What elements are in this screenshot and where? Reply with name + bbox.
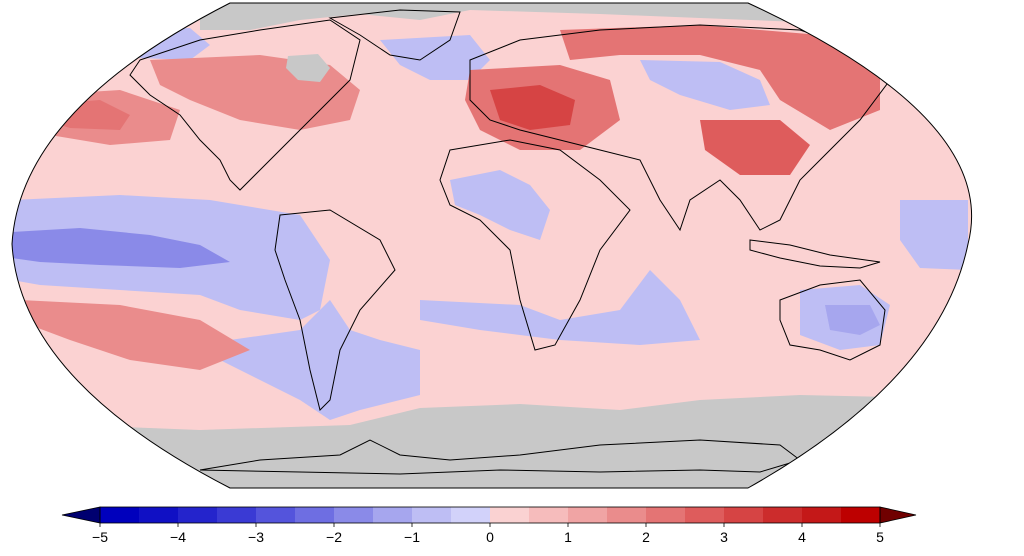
legend-tick-label: 5 bbox=[876, 529, 884, 545]
anomaly-map bbox=[11, 2, 973, 489]
anomaly-region bbox=[380, 35, 490, 80]
legend-bin bbox=[490, 507, 530, 523]
legend-bin bbox=[178, 507, 218, 523]
legend-tick-label: −4 bbox=[170, 529, 186, 545]
anomaly-region bbox=[640, 60, 770, 110]
legend-low-extension bbox=[61, 506, 101, 524]
legend-bin bbox=[529, 507, 569, 523]
anomaly-region bbox=[490, 85, 575, 130]
coastline-australia bbox=[779, 279, 886, 361]
legend-tick-label: −3 bbox=[248, 529, 264, 545]
legend-tick-label: 1 bbox=[564, 529, 572, 545]
legend-tick-label: 2 bbox=[642, 529, 650, 545]
legend-bin bbox=[256, 507, 296, 523]
legend-bin bbox=[763, 507, 803, 523]
color-legend: −5 −4 −3 −2 −1 0 1 2 3 4 5 bbox=[0, 500, 1024, 551]
coastline-north-america bbox=[129, 19, 361, 191]
legend-bin bbox=[100, 507, 140, 523]
legend-bin bbox=[568, 507, 608, 523]
anomaly-region bbox=[286, 54, 330, 82]
legend-bin bbox=[217, 507, 257, 523]
anomaly-region bbox=[560, 25, 880, 130]
legend-bin bbox=[841, 507, 881, 523]
legend-bin bbox=[724, 507, 764, 523]
legend-bin bbox=[607, 507, 647, 523]
legend-ticks: −5 −4 −3 −2 −1 0 1 2 3 4 5 bbox=[92, 523, 884, 545]
map-svg bbox=[11, 2, 973, 489]
coastline-greenland bbox=[328, 9, 461, 61]
anomaly-region bbox=[900, 200, 968, 270]
anomaly-region bbox=[420, 270, 700, 345]
legend-tick-label: −5 bbox=[92, 529, 108, 545]
legend-tick-label: 0 bbox=[486, 529, 494, 545]
legend-tick-label: −2 bbox=[326, 529, 342, 545]
legend-bin bbox=[646, 507, 686, 523]
legend-bin bbox=[685, 507, 725, 523]
legend-high-extension bbox=[879, 506, 917, 524]
anomaly-region bbox=[80, 300, 420, 420]
legend-svg: −5 −4 −3 −2 −1 0 1 2 3 4 5 bbox=[61, 506, 917, 545]
legend-bins bbox=[100, 507, 881, 523]
legend-bin bbox=[334, 507, 374, 523]
anomaly-region bbox=[12, 228, 230, 268]
coastline-africa bbox=[439, 139, 631, 351]
coastline-antarctica bbox=[199, 439, 802, 475]
legend-bin bbox=[451, 507, 491, 523]
legend-bin bbox=[139, 507, 179, 523]
coastlines bbox=[129, 9, 891, 475]
anomaly-region bbox=[700, 120, 810, 175]
anomaly-region bbox=[450, 170, 550, 240]
anomaly-region bbox=[825, 305, 880, 335]
globe-outline bbox=[11, 2, 973, 489]
legend-bin bbox=[412, 507, 452, 523]
anomaly-region bbox=[12, 395, 972, 488]
legend-bin bbox=[295, 507, 335, 523]
anomaly-region bbox=[200, 3, 800, 30]
legend-tick-label: −1 bbox=[404, 529, 420, 545]
legend-tick-label: 3 bbox=[720, 529, 728, 545]
anomaly-region bbox=[20, 300, 250, 370]
coastline-eurasia bbox=[469, 24, 891, 232]
legend-bin bbox=[802, 507, 842, 523]
legend-tick-label: 4 bbox=[798, 529, 806, 545]
coastline-indonesia bbox=[749, 239, 881, 269]
coastline-south-america bbox=[274, 209, 396, 411]
legend-bin bbox=[373, 507, 413, 523]
